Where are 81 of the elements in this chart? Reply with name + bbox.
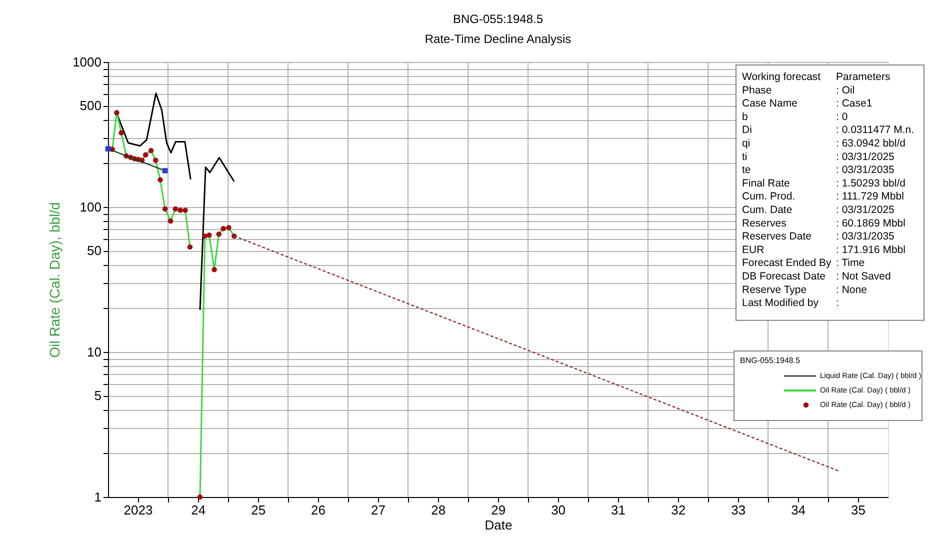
x-tick-label: 35: [851, 502, 866, 518]
x-tick-label: 29: [491, 502, 506, 518]
annotation: Cum. Prod.: [742, 190, 796, 203]
annotation: : Case1: [836, 98, 872, 110]
point: [197, 494, 203, 500]
y-tick-label: 100: [80, 200, 102, 214]
x-tick-label: 26: [311, 502, 326, 518]
y-tick-label: 500: [80, 98, 102, 114]
x-tick-label: 34: [791, 502, 806, 518]
point: [172, 206, 178, 212]
point: [206, 232, 212, 238]
x-tick-label: 27: [371, 502, 386, 518]
annotation: te: [742, 164, 751, 176]
annotation: : 03/31/2035: [836, 164, 895, 176]
annotation: qi: [742, 138, 750, 150]
annotation: b: [742, 110, 748, 123]
y-axis-title: Oil Rate (Cal. Day), bbl/d: [46, 202, 63, 358]
point: [187, 244, 193, 250]
chart-subtitle: Rate-Time Decline Analysis: [424, 32, 572, 46]
point: [226, 225, 232, 230]
y-tick-label: 50: [87, 243, 102, 258]
point: [220, 226, 226, 232]
annotation: : 0.0311477 M.n.: [836, 124, 914, 136]
annotation: : 03/31/2025: [836, 204, 895, 216]
x-tick-label: 33: [731, 502, 746, 518]
point: [216, 231, 222, 237]
point: [118, 130, 124, 136]
x-axis-title: Date: [484, 518, 512, 532]
point: [152, 158, 158, 163]
y-tick-label: 1: [94, 490, 102, 504]
annotation: : 03/31/2035: [836, 230, 895, 243]
annotation: Reserves: [742, 217, 786, 230]
x-tick-label: 32: [671, 502, 686, 518]
point: [105, 146, 111, 152]
annotation: DB Forecast Date: [742, 270, 826, 282]
point: [182, 208, 188, 213]
annotation: Reserves Date: [742, 230, 812, 243]
annotation: : 1.50293 bbl/d: [836, 177, 906, 190]
point: [162, 168, 168, 174]
point: [148, 148, 154, 154]
annotation: Reserve Type: [742, 284, 807, 296]
point: [114, 110, 120, 116]
x-tick-label: 24: [191, 502, 206, 518]
annotation: : 171.916 Mbbl: [836, 244, 906, 256]
annotation: Forecast Ended By: [742, 257, 832, 270]
annotation: ti: [742, 150, 748, 163]
point: [142, 152, 148, 158]
x-tick-label: 28: [431, 502, 446, 518]
annotation: : Time: [836, 257, 865, 270]
point: [212, 266, 217, 272]
annotation: Case Name: [742, 98, 798, 110]
legend-title: BNG-055:1948.5: [740, 356, 801, 365]
annotation: Parameters: [836, 71, 890, 83]
annotation: Cum. Date: [742, 204, 792, 216]
y-tick-label: 1000: [72, 54, 102, 70]
annotation: :: [836, 297, 839, 310]
annotation: : Not Saved: [836, 270, 892, 282]
annotation: Working forecast: [742, 71, 821, 83]
x-tick-label: 30: [551, 502, 566, 518]
x-tick-label: 31: [611, 502, 626, 518]
annotation: : 111.729 Mbbl: [836, 190, 904, 203]
y-tick-label: 5: [94, 388, 102, 404]
point: [158, 177, 163, 182]
annotation: : Oil: [836, 84, 855, 96]
annotation: : 0: [836, 110, 848, 123]
x-tick-label: 2023: [124, 502, 153, 518]
annotation: : 03/31/2025: [836, 150, 895, 163]
point: [178, 208, 183, 213]
annotation: Final Rate: [742, 177, 790, 190]
chart-title: BNG-055:1948.5: [452, 12, 544, 26]
annotation: Di: [742, 124, 752, 136]
annotation: EUR: [742, 244, 765, 256]
annotation: Last Modified by: [742, 297, 820, 310]
annotation: : 60.1869 Mbbl: [836, 217, 906, 230]
annotation: Phase: [742, 84, 772, 96]
x-tick-label: 25: [251, 502, 266, 518]
y-tick-label: 10: [87, 344, 102, 360]
annotation: : 63.0942 bbl/d: [836, 138, 906, 150]
point: [168, 218, 174, 224]
annotation: : None: [836, 284, 868, 296]
point: [162, 206, 168, 212]
